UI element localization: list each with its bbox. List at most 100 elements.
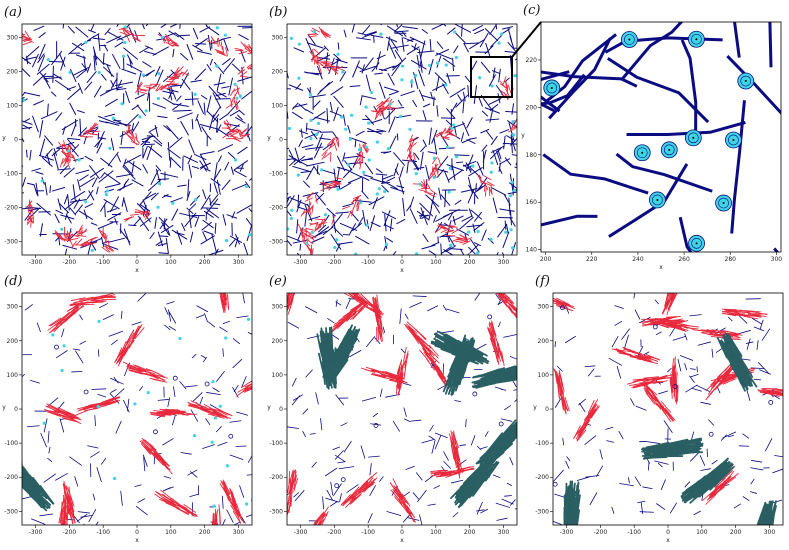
y-tick-label: 0 bbox=[14, 406, 18, 413]
y-axis-label: y bbox=[2, 404, 6, 411]
y-tick-label: 300 bbox=[7, 304, 19, 311]
x-axis-label: x bbox=[135, 537, 139, 544]
y-tick-label: 200 bbox=[272, 69, 284, 76]
x-tick-label: 300 bbox=[764, 529, 776, 536]
y-tick-label: 140 bbox=[526, 247, 538, 254]
x-tick-label: 0 bbox=[135, 529, 139, 536]
x-tick-label: 100 bbox=[165, 529, 177, 536]
y-tick-label: 160 bbox=[526, 199, 538, 206]
x-tick-label: -300 bbox=[29, 259, 43, 266]
x-tick-label: 100 bbox=[696, 529, 708, 536]
x-tick-label: -300 bbox=[294, 529, 308, 536]
panel-label: (e) bbox=[269, 274, 287, 289]
x-tick-label: 100 bbox=[430, 259, 442, 266]
x-tick-label: 240 bbox=[632, 256, 644, 263]
y-tick-label: 300 bbox=[272, 304, 284, 311]
x-axis-label: x bbox=[659, 264, 663, 271]
x-tick-label: -100 bbox=[96, 259, 110, 266]
x-tick-label: 0 bbox=[400, 259, 404, 266]
panel-label: (b) bbox=[269, 5, 287, 20]
y-tick-label: -100 bbox=[4, 440, 18, 447]
y-tick-label: 200 bbox=[7, 338, 19, 345]
y-tick-label: -100 bbox=[269, 170, 283, 177]
x-tick-label: -300 bbox=[560, 529, 574, 536]
y-tick-label: 100 bbox=[538, 372, 550, 379]
x-tick-label: 200 bbox=[199, 259, 211, 266]
y-tick-label: 0 bbox=[279, 137, 283, 144]
x-tick-label: 300 bbox=[498, 529, 510, 536]
y-tick-label: -300 bbox=[4, 238, 18, 245]
y-tick-label: -300 bbox=[535, 508, 549, 515]
plot-frame bbox=[540, 21, 782, 253]
y-axis-label: y bbox=[533, 404, 537, 411]
y-tick-label: -200 bbox=[4, 204, 18, 211]
y-tick-label: 200 bbox=[272, 338, 284, 345]
x-tick-label: 100 bbox=[430, 529, 442, 536]
filaments bbox=[22, 24, 252, 255]
y-tick-label: 100 bbox=[272, 372, 284, 379]
panel-label: (c) bbox=[523, 3, 540, 18]
y-tick-label: -200 bbox=[4, 474, 18, 481]
x-tick-label: 0 bbox=[135, 259, 139, 266]
x-tick-label: 200 bbox=[464, 259, 476, 266]
x-tick-label: -300 bbox=[29, 529, 43, 536]
y-tick-label: -300 bbox=[269, 508, 283, 515]
y-axis-label: y bbox=[521, 132, 525, 139]
y-tick-label: 180 bbox=[526, 152, 538, 159]
x-tick-label: 300 bbox=[771, 256, 783, 263]
panel: -300 -200 -100 0 100 200 300 -300 -200 -100 0 100 20… bbox=[2, 5, 253, 274]
x-tick-label: -300 bbox=[294, 259, 308, 266]
y-tick-label: 300 bbox=[538, 304, 550, 311]
panel: -300 -200 -100 0 100 200 300 -300 -200 -100 0 100 20… bbox=[533, 274, 784, 544]
x-tick-label: 260 bbox=[678, 256, 690, 263]
y-tick-label: 220 bbox=[526, 57, 538, 64]
y-tick-label: 0 bbox=[545, 406, 549, 413]
x-tick-label: -200 bbox=[63, 529, 77, 536]
panel-label: (a) bbox=[4, 5, 22, 20]
y-axis-label: y bbox=[2, 135, 6, 142]
y-axis-label: y bbox=[267, 135, 271, 142]
y-tick-label: 200 bbox=[526, 104, 538, 111]
x-axis-label: x bbox=[400, 267, 404, 274]
zoom-box bbox=[470, 56, 513, 98]
x-tick-label: 100 bbox=[165, 259, 177, 266]
panel: -300 -200 -100 0 100 200 300 -300 -200 -100 0 100 20… bbox=[267, 5, 542, 274]
filaments bbox=[553, 293, 783, 525]
x-tick-label: -200 bbox=[328, 529, 342, 536]
y-tick-label: 100 bbox=[7, 372, 19, 379]
filaments bbox=[287, 24, 517, 255]
filaments bbox=[541, 22, 781, 252]
y-tick-label: 300 bbox=[272, 35, 284, 42]
panel-label: (d) bbox=[4, 274, 22, 289]
panel-label: (f) bbox=[535, 274, 550, 289]
y-tick-label: 200 bbox=[7, 69, 19, 76]
x-tick-label: 280 bbox=[725, 256, 737, 263]
y-tick-label: 0 bbox=[14, 137, 18, 144]
y-tick-label: 200 bbox=[538, 338, 550, 345]
y-tick-label: -200 bbox=[535, 474, 549, 481]
y-tick-label: 100 bbox=[272, 103, 284, 110]
x-tick-label: 200 bbox=[199, 529, 211, 536]
x-axis-label: x bbox=[666, 537, 670, 544]
x-tick-label: -200 bbox=[594, 529, 608, 536]
x-tick-label: 200 bbox=[464, 529, 476, 536]
x-axis-label: x bbox=[135, 267, 139, 274]
y-tick-label: -300 bbox=[4, 508, 18, 515]
y-tick-label: 0 bbox=[279, 406, 283, 413]
x-tick-label: -200 bbox=[63, 259, 77, 266]
filaments bbox=[287, 293, 517, 525]
panel: -300 -200 -100 0 100 200 300 -300 -200 -100 0 100 20… bbox=[2, 274, 253, 544]
x-tick-label: 300 bbox=[233, 529, 245, 536]
y-tick-label: -200 bbox=[269, 204, 283, 211]
filaments bbox=[22, 293, 252, 525]
x-tick-label: -200 bbox=[328, 259, 342, 266]
y-tick-label: -200 bbox=[269, 474, 283, 481]
y-tick-label: -100 bbox=[269, 440, 283, 447]
y-axis-label: y bbox=[267, 404, 271, 411]
x-tick-label: 0 bbox=[666, 529, 670, 536]
x-axis-label: x bbox=[400, 537, 404, 544]
y-tick-label: 100 bbox=[7, 103, 19, 110]
zoom-connector bbox=[511, 21, 542, 58]
y-tick-label: -100 bbox=[4, 170, 18, 177]
